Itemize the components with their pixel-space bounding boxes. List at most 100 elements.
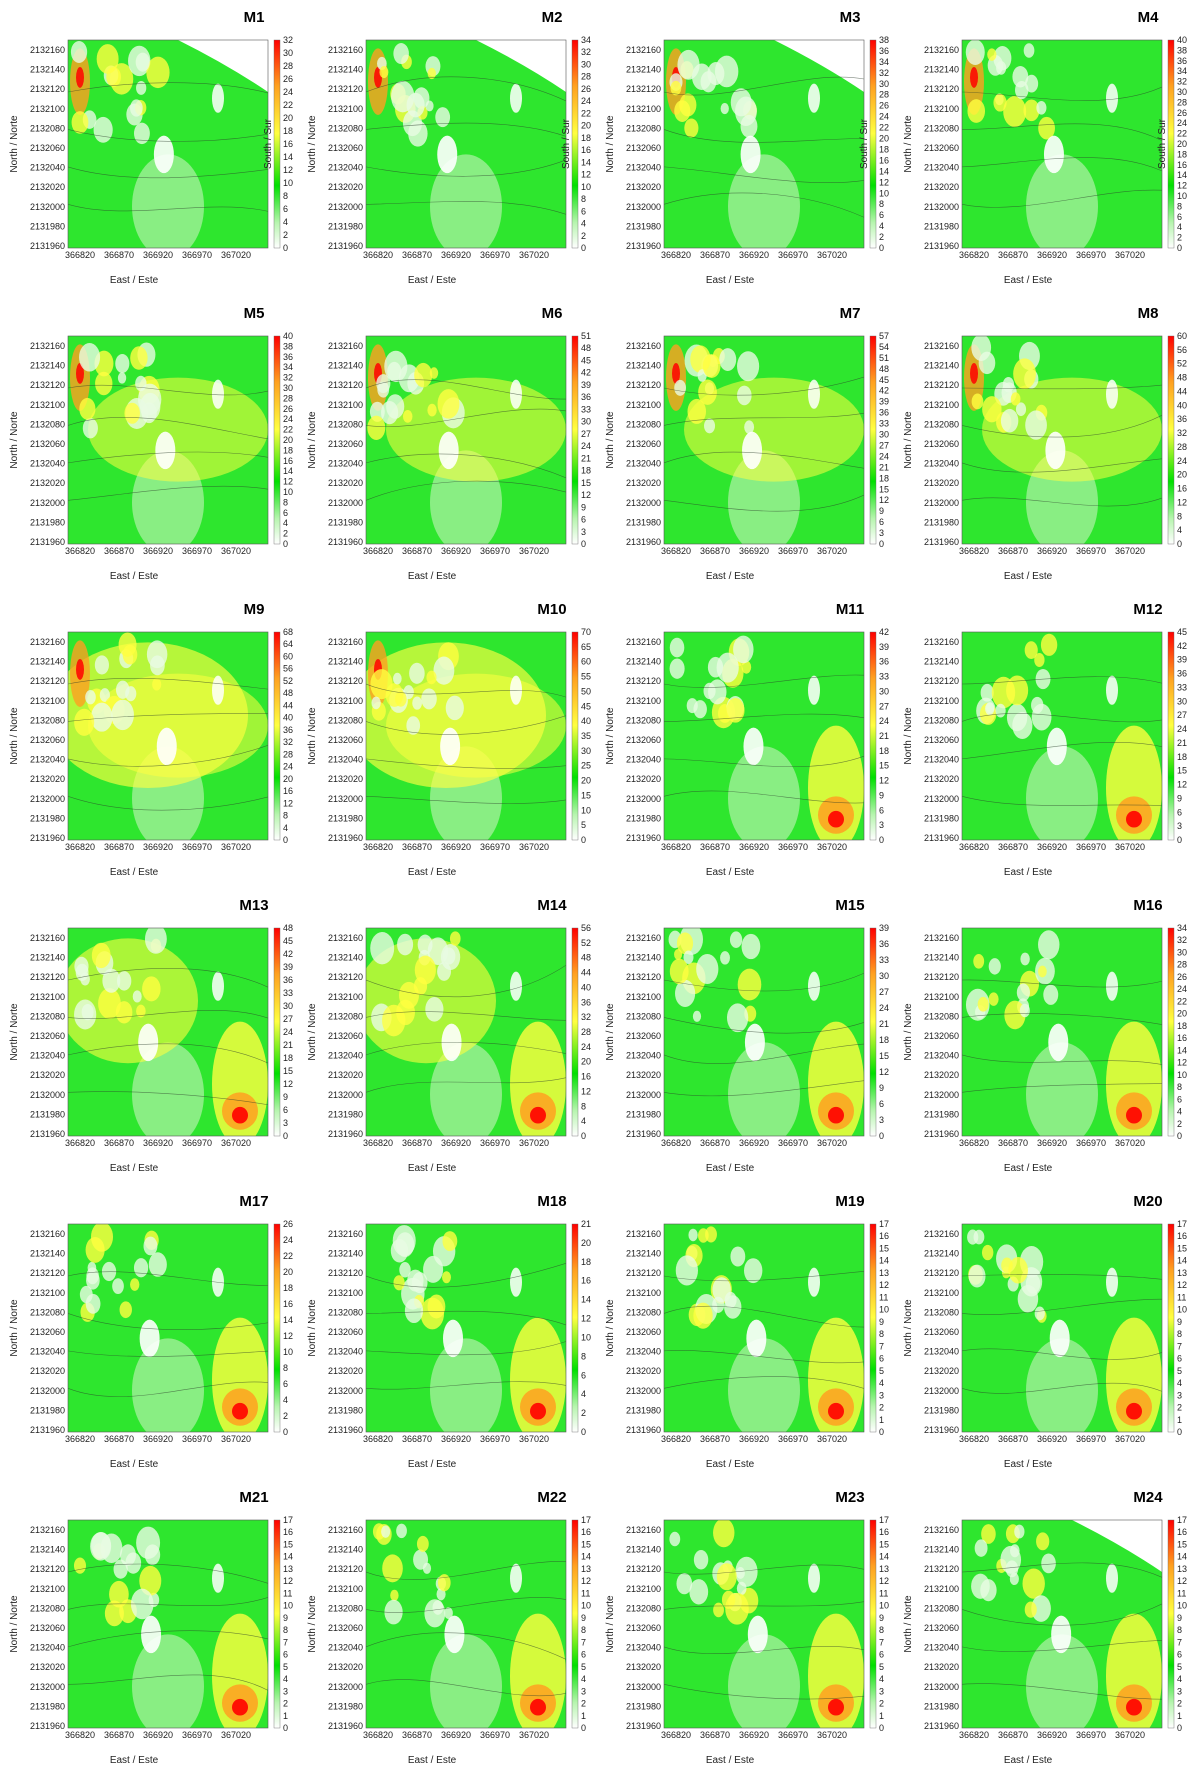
- x-tick-label: 366870: [104, 1138, 134, 1148]
- contour-plot-svg: M821321602132140213212021321002132080213…: [894, 296, 1192, 591]
- y-tick-label: 2132080: [328, 1603, 363, 1613]
- x-axis-label: East / Este: [408, 1459, 457, 1470]
- speckle-patch: [985, 702, 994, 715]
- y-tick-label: 2132040: [626, 1051, 661, 1061]
- colorbar-tick-label: 6: [879, 517, 884, 527]
- colorbar-tick-label: 10: [581, 182, 591, 192]
- colorbar-tick-label: 16: [581, 1072, 591, 1082]
- panel-title: M13: [239, 897, 268, 914]
- y-tick-label: 2131980: [328, 221, 363, 231]
- colorbar-tick-label: 57: [879, 331, 889, 341]
- colorbar-tick-label: 12: [879, 1067, 889, 1077]
- low-spot: [808, 676, 820, 705]
- colorbar-tick-label: 24: [581, 441, 591, 451]
- colorbar-tick-label: 3: [879, 1686, 884, 1696]
- colorbar-tick-label: 34: [1177, 66, 1187, 76]
- low-spot: [510, 84, 522, 113]
- y-tick-label: 2132120: [328, 1268, 363, 1278]
- speckle-patch: [393, 673, 402, 685]
- colorbar-tick-label: 26: [1177, 108, 1187, 118]
- speckle-patch: [677, 50, 699, 80]
- speckle-patch: [74, 957, 88, 976]
- colorbar: [274, 1520, 280, 1728]
- colorbar-tick-label: 40: [581, 716, 591, 726]
- colorbar-tick-label: 33: [283, 988, 293, 998]
- low-spot: [443, 1320, 463, 1357]
- colorbar-tick-label: 20: [581, 1057, 591, 1067]
- contour-field: [68, 336, 268, 554]
- speckle-patch: [989, 958, 1001, 974]
- colorbar-tick-label: 2: [879, 1699, 884, 1709]
- colorbar-tick-label: 27: [581, 429, 591, 439]
- colorbar-tick-label: 12: [283, 798, 293, 808]
- speckle-patch: [395, 691, 407, 707]
- colorbar-tick-label: 4: [581, 1674, 586, 1684]
- colorbar-tick-label: 18: [879, 144, 889, 154]
- x-tick-label: 367020: [817, 1434, 847, 1444]
- speckle-patch: [117, 971, 131, 990]
- colorbar-tick-label: 6: [581, 1370, 586, 1380]
- speckle-patch: [1043, 985, 1058, 1005]
- y-tick-label: 2132140: [30, 657, 65, 667]
- colorbar-tick-label: 18: [1177, 149, 1187, 159]
- contour-panel-m21: M21 2132160 2132140 2132120 2132100 2132080 21…: [0, 1480, 298, 1775]
- x-tick-label: 366970: [182, 1138, 212, 1148]
- speckle-patch: [987, 48, 996, 60]
- y-tick-label: 2132140: [626, 953, 661, 963]
- y-tick-label: 2132140: [924, 65, 959, 75]
- y-tick-label: 2132020: [30, 182, 65, 192]
- speckle-patch: [982, 396, 1001, 422]
- speckle-patch: [393, 43, 409, 64]
- colorbar-tick-label: 0: [879, 1427, 884, 1437]
- colorbar-tick-label: 4: [879, 1378, 884, 1388]
- x-tick-label: 367020: [817, 842, 847, 852]
- colorbar-tick-label: 6: [283, 1379, 288, 1389]
- y-tick-label: 2132080: [626, 1307, 661, 1317]
- speckle-patch: [86, 1294, 101, 1314]
- x-tick-label: 367020: [221, 546, 251, 556]
- speckle-patch: [1041, 1553, 1056, 1573]
- y-tick-label: 2132100: [328, 1584, 363, 1594]
- colorbar-tick-label: 32: [1177, 935, 1187, 945]
- colorbar-tick-label: 3: [581, 527, 586, 537]
- speckle-patch: [446, 696, 464, 721]
- low-spot: [1044, 136, 1064, 173]
- speckle-patch: [426, 100, 434, 111]
- y-axis-label: North / Norte: [605, 115, 616, 173]
- speckle-patch: [741, 115, 758, 138]
- x-tick-label: 366820: [65, 1434, 95, 1444]
- y-tick-label: 2132040: [328, 1643, 363, 1653]
- low-zone: [728, 1634, 800, 1738]
- x-tick-label: 367020: [221, 842, 251, 852]
- speckle-patch: [114, 1559, 128, 1578]
- colorbar-tick-label: 28: [581, 72, 591, 82]
- contour-field: [962, 1224, 1162, 1442]
- colorbar-tick-label: 40: [283, 331, 293, 341]
- speckle-patch: [72, 111, 89, 134]
- y-axis-label: North / Norte: [307, 115, 318, 173]
- colorbar-tick-label: 12: [581, 490, 591, 500]
- hotspot-core: [530, 1403, 546, 1420]
- colorbar-tick-label: 16: [1177, 160, 1187, 170]
- colorbar-tick-label: 1: [879, 1415, 884, 1425]
- contour-plot-svg: M192132160213214021321202132100213208021…: [596, 1184, 894, 1479]
- y-tick-label: 2132140: [626, 657, 661, 667]
- y-axis-label: North / Norte: [903, 1003, 914, 1061]
- y-tick-label: 2131980: [328, 1701, 363, 1711]
- x-tick-label: 367020: [221, 1434, 251, 1444]
- colorbar-tick-label: 8: [1177, 511, 1182, 521]
- y-axis-label: North / Norte: [9, 1299, 20, 1357]
- speckle-patch: [130, 1278, 139, 1291]
- colorbar-tick-label: 4: [581, 1389, 586, 1399]
- y-tick-label: 2132140: [328, 1545, 363, 1555]
- colorbar-tick-label: 10: [283, 487, 293, 497]
- speckle-patch: [1036, 101, 1046, 115]
- colorbar-tick-label: 32: [283, 35, 293, 45]
- colorbar-tick-label: 3: [283, 1118, 288, 1128]
- colorbar-tick-label: 18: [283, 1053, 293, 1063]
- colorbar-label: South / Sur: [263, 118, 274, 169]
- y-tick-label: 2132140: [924, 953, 959, 963]
- speckle-patch: [1017, 984, 1030, 1002]
- panel-title: M19: [835, 1193, 864, 1210]
- colorbar-tick-label: 52: [1177, 359, 1187, 369]
